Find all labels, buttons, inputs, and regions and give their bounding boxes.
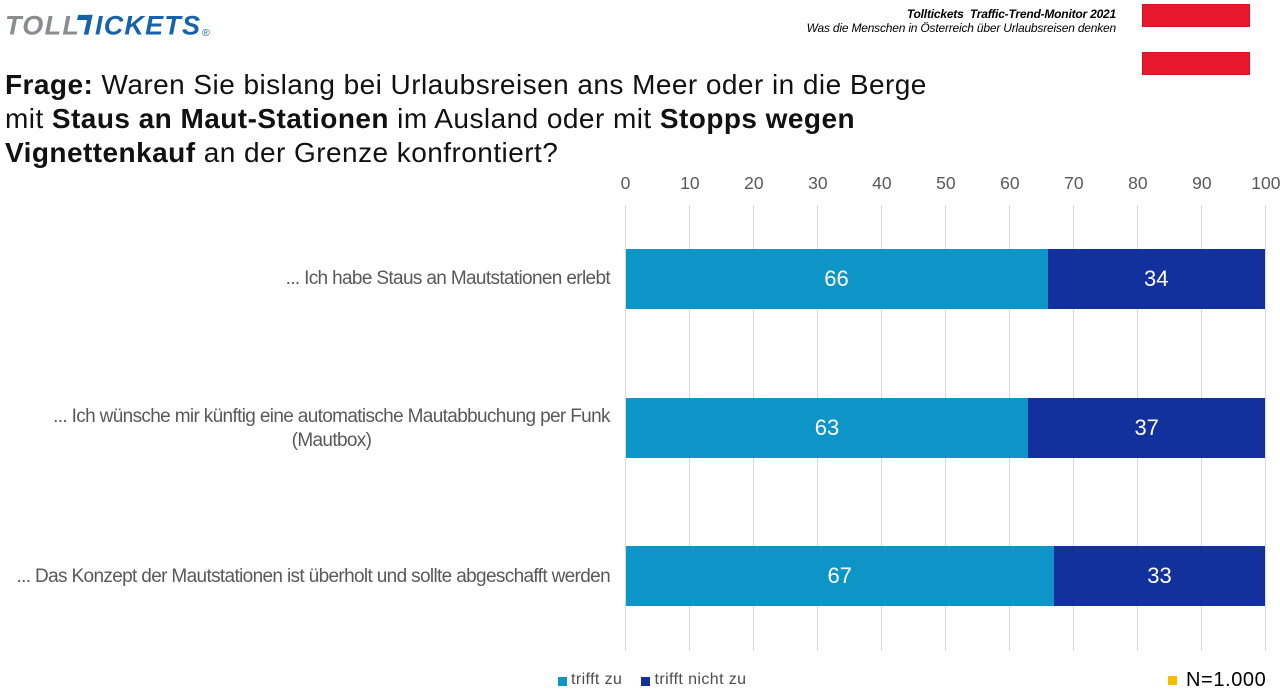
svg-text:®: ® (202, 27, 210, 39)
svg-text:ICKETS: ICKETS (95, 11, 201, 41)
svg-text:TOLL: TOLL (5, 11, 80, 41)
